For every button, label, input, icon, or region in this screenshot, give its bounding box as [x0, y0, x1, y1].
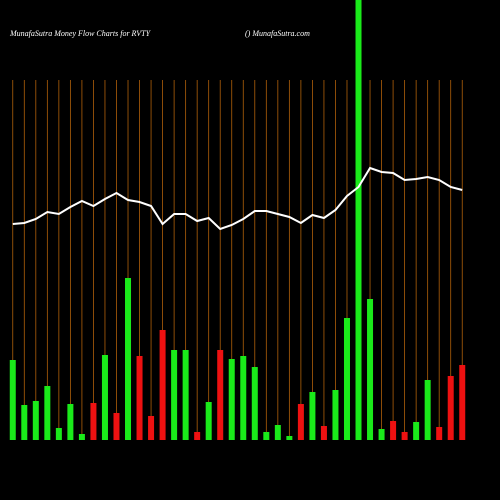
chart-title: MunafaSutra Money Flow Charts for RVTY — [9, 29, 152, 38]
bar — [194, 432, 201, 440]
bar — [297, 404, 304, 440]
bar — [459, 365, 466, 440]
bar — [228, 359, 235, 440]
bar — [182, 350, 189, 440]
bar — [390, 421, 397, 440]
bar — [159, 330, 166, 440]
bar — [113, 413, 120, 440]
bar — [401, 432, 408, 440]
bar — [286, 436, 293, 440]
bar — [413, 422, 420, 440]
bar — [148, 416, 155, 440]
bar — [55, 428, 62, 440]
bar — [67, 404, 74, 440]
bar — [9, 360, 16, 440]
bar — [217, 350, 224, 440]
bar — [332, 390, 339, 440]
bar — [21, 405, 28, 440]
bar — [171, 350, 178, 440]
bar — [44, 386, 51, 440]
money-flow-line — [12, 166, 463, 231]
bar — [32, 401, 39, 440]
bar — [367, 299, 374, 440]
bar — [125, 278, 132, 440]
bar — [309, 392, 316, 440]
bar — [355, 0, 362, 440]
bar — [240, 356, 247, 440]
bar — [90, 403, 97, 440]
bar — [424, 380, 431, 440]
bar — [78, 434, 85, 440]
chart-subtitle: () MunafaSutra.com — [245, 29, 310, 38]
bar — [343, 318, 350, 440]
bar — [447, 376, 454, 440]
bar — [251, 367, 258, 440]
bar — [263, 432, 270, 440]
bar — [378, 429, 385, 440]
bar — [274, 425, 281, 440]
bar — [136, 356, 143, 440]
bar — [101, 355, 108, 440]
bar — [320, 426, 327, 440]
bar — [436, 427, 443, 440]
bar — [205, 402, 212, 440]
